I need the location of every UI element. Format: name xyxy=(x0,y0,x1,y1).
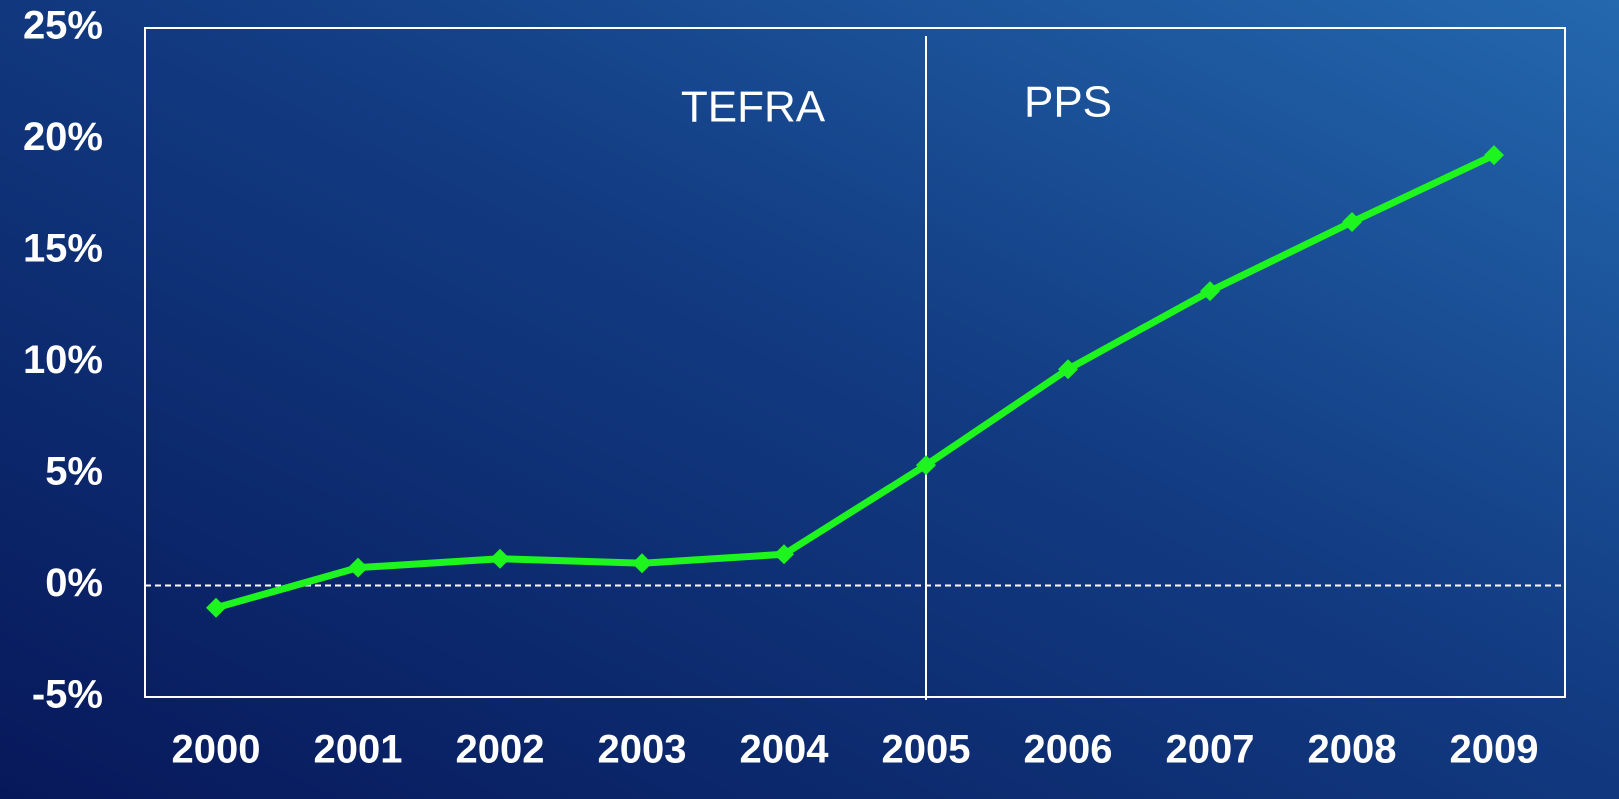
y-tick-label: -5% xyxy=(32,673,103,717)
x-tick-label: 2005 xyxy=(882,728,971,772)
x-tick-label: 2004 xyxy=(740,728,830,772)
y-tick-label: 25% xyxy=(23,4,103,48)
y-tick-label: 20% xyxy=(23,115,103,159)
x-tick-label: 2000 xyxy=(172,728,261,772)
y-tick-label: 5% xyxy=(45,450,103,494)
annotation: PPS xyxy=(1024,78,1112,127)
x-tick-label: 2002 xyxy=(456,728,545,772)
point-marker xyxy=(632,553,652,574)
point-marker xyxy=(1484,145,1504,166)
x-tick-label: 2008 xyxy=(1308,728,1397,772)
point-marker xyxy=(490,548,510,569)
point-marker xyxy=(1200,281,1220,302)
series-line xyxy=(215,151,1496,612)
point-marker xyxy=(774,544,794,565)
y-tick-label: 10% xyxy=(23,338,103,382)
x-tick-label: 2006 xyxy=(1024,728,1113,772)
x-tick-label: 2009 xyxy=(1450,728,1539,772)
y-tick-label: 15% xyxy=(23,227,103,271)
annotation: TEFRA xyxy=(681,83,826,132)
plot-frame xyxy=(144,27,1566,698)
point-marker xyxy=(1342,212,1362,233)
point-marker xyxy=(348,557,368,578)
x-tick-label: 2001 xyxy=(314,728,403,772)
x-tick-label: 2003 xyxy=(598,728,687,772)
point-marker xyxy=(916,455,936,476)
point-marker xyxy=(1058,359,1078,380)
point-marker xyxy=(206,597,226,618)
y-tick-label: 0% xyxy=(45,561,103,605)
x-tick-label: 2007 xyxy=(1166,728,1255,772)
